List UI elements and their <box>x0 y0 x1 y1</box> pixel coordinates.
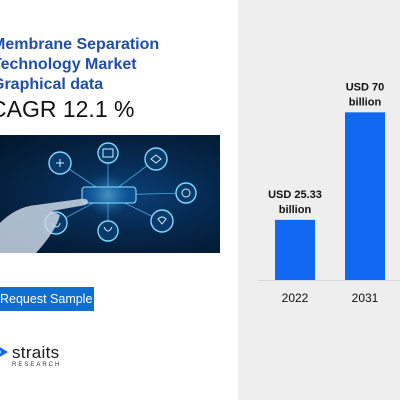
logo-wordmark: straits <box>12 343 60 362</box>
bar-2031 <box>345 112 385 280</box>
straits-logo-icon <box>0 347 8 357</box>
hand-icon <box>0 198 88 253</box>
report-title-line-3: Graphical data <box>0 76 104 93</box>
node-icon <box>150 209 174 233</box>
hero-image <box>0 135 220 253</box>
report-title-line-1: Membrane Separation <box>0 36 160 53</box>
data-label-2022-line-1: USD 25.33 <box>268 189 322 201</box>
data-label-2031-line-1: USD 70 <box>346 81 385 93</box>
node-icon <box>144 147 168 171</box>
cagr-text: CAGR 12.1 % <box>0 96 135 122</box>
bar-2022 <box>275 219 315 280</box>
node-icon <box>97 142 119 164</box>
request-sample-button[interactable]: Request Sample <box>0 287 94 311</box>
data-label-2022-line-2: billion <box>279 204 312 216</box>
logo-subtext: RESEARCH <box>12 362 62 368</box>
x-tick-2031: 2031 <box>352 291 379 305</box>
report-title-line-2: Technology Market <box>0 56 137 73</box>
left-panel: Membrane Separation Technology Market Gr… <box>0 36 220 373</box>
request-sample-label: Request Sample <box>0 292 93 306</box>
x-tick-2022: 2022 <box>282 291 309 305</box>
chart-panel: USD 25.33 billion 2022 USD 70 billion 2031 <box>238 0 400 400</box>
straits-research-logo: straits RESEARCH <box>0 343 76 373</box>
technology-illustration <box>0 142 197 253</box>
data-label-2031-line-2: billion <box>349 96 382 108</box>
node-icon <box>175 182 197 204</box>
bar-chart: USD 25.33 billion 2022 USD 70 billion 2031 <box>258 81 400 305</box>
